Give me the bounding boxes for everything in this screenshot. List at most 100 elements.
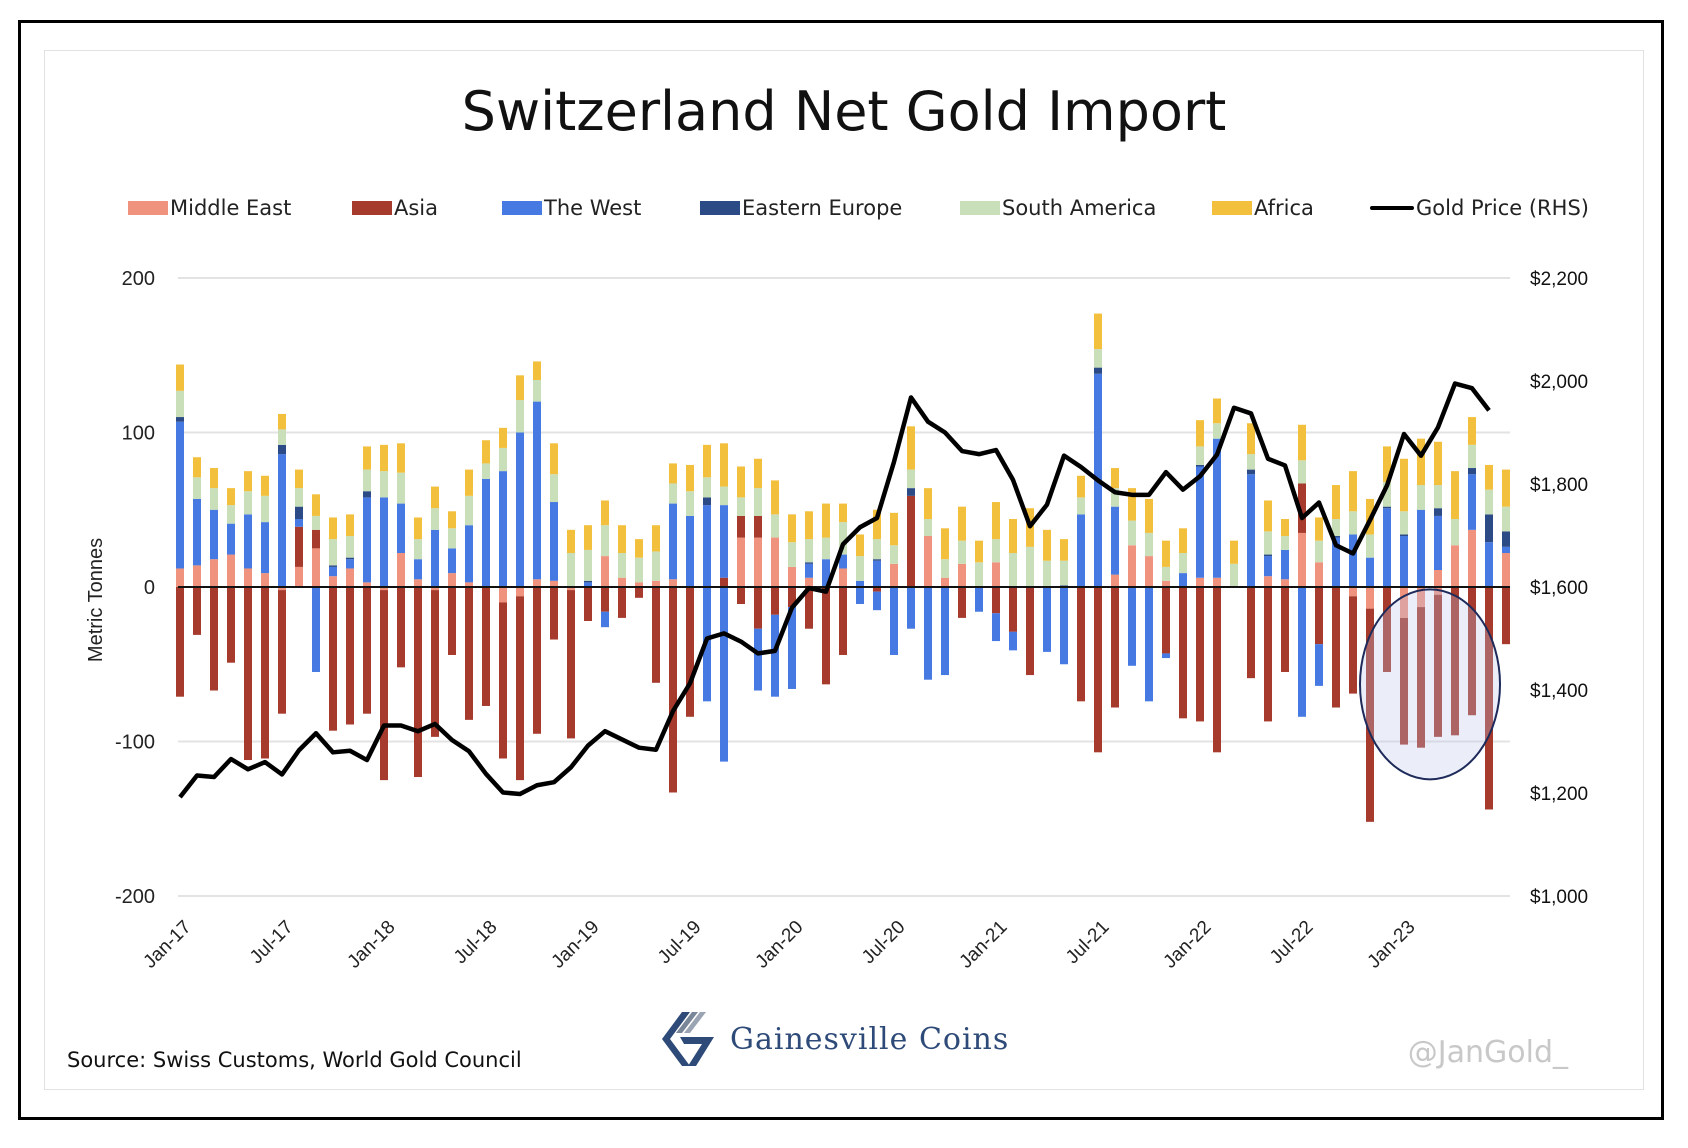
bar-africa (601, 500, 609, 526)
bar-africa (822, 503, 830, 538)
bar-the-west (261, 522, 269, 574)
y-axis-right: $2,200 $2,000 $1,800 $1,600 $1,400 $1,200 $1,0… (1530, 269, 1588, 908)
bar-asia (754, 515, 762, 538)
bar-eastern-europe (1383, 506, 1391, 509)
bar-middle-east-negative (567, 587, 575, 591)
bar-africa (465, 469, 473, 496)
legend-item-africa: Africa (1212, 196, 1314, 220)
bar-the-west (227, 523, 235, 555)
bar-asia-negative (839, 587, 847, 655)
bar-middle-east (737, 537, 745, 587)
bar-asia-negative (737, 587, 745, 604)
bar-south-america (1128, 520, 1136, 546)
bar-middle-east (244, 568, 252, 587)
bar-middle-east (176, 568, 184, 587)
bar-africa (992, 502, 1000, 540)
bar-asia-negative (346, 587, 354, 725)
bar-middle-east (754, 537, 762, 587)
y-axis-left: 200 100 0 -100 -200 (115, 268, 155, 908)
bar-africa (1451, 471, 1459, 520)
bar-south-america (312, 515, 320, 530)
bar-africa (1111, 468, 1119, 489)
bar-africa (737, 466, 745, 498)
bar-eastern-europe (805, 562, 813, 564)
y2-tick-label: $1,200 (1530, 784, 1588, 805)
bar-the-west (278, 454, 286, 587)
bar-the-west (516, 432, 524, 587)
bar-the-west (431, 529, 439, 587)
bar-south-america (414, 539, 422, 560)
bar-middle-east-negative (1417, 587, 1425, 608)
bar-the-west (1502, 546, 1510, 554)
bar-eastern-europe (1196, 464, 1204, 467)
bar-asia-negative (1417, 607, 1425, 748)
bar-africa (1417, 438, 1425, 486)
bar-south-america (363, 469, 371, 492)
x-tick-label: Jan-23 (1364, 917, 1420, 973)
bar-asia-negative (1111, 587, 1119, 708)
bar-eastern-europe (1264, 554, 1272, 557)
legend-swatch (128, 201, 168, 215)
bar-middle-east (1128, 545, 1136, 587)
bar-middle-east-negative (431, 587, 439, 591)
bar-africa (1009, 519, 1017, 554)
legend-swatch (1212, 201, 1252, 215)
bar-the-west (805, 563, 813, 578)
bar-middle-east (1315, 562, 1323, 587)
bar-africa (567, 529, 575, 554)
bar-africa (312, 494, 320, 516)
bar-south-america (397, 472, 405, 504)
bar-south-america (329, 539, 337, 566)
bar-south-america (601, 525, 609, 557)
bar-middle-east (618, 577, 626, 587)
legend-swatch (502, 201, 542, 215)
legend-swatch (700, 201, 740, 215)
bar-middle-east (669, 579, 677, 587)
legend-item-south-america: South America (960, 196, 1156, 220)
bar-eastern-europe (363, 491, 371, 498)
bar-africa (1298, 424, 1306, 461)
bar-south-america (805, 539, 813, 563)
bar-africa (1162, 540, 1170, 567)
legend-line (1370, 206, 1414, 210)
bar-asia-negative (669, 587, 677, 793)
bar-africa (499, 427, 507, 448)
bar-south-america (1485, 489, 1493, 515)
bar-middle-east (839, 568, 847, 587)
bar-asia-negative (754, 587, 762, 629)
bar-asia-negative (822, 587, 830, 685)
bar-africa (1128, 488, 1136, 521)
bar-eastern-europe (1094, 367, 1102, 374)
bar-asia-negative (1434, 594, 1442, 737)
y2-tick-label: $1,800 (1530, 475, 1588, 496)
bar-asia-negative (1264, 587, 1272, 722)
bar-south-america (1298, 460, 1306, 484)
bar-south-america (176, 390, 184, 418)
bar-the-west (465, 525, 473, 583)
bar-south-america (975, 562, 983, 587)
bar-middle-east (329, 576, 337, 587)
x-tick-label: Jan-17 (140, 917, 196, 973)
bar-africa (278, 413, 286, 430)
bar-south-america (1332, 519, 1340, 537)
bar-south-america (431, 508, 439, 530)
bar-middle-east (465, 582, 473, 587)
bar-africa (431, 486, 439, 509)
chart-card (44, 50, 1644, 1090)
bar-africa (1043, 529, 1051, 561)
bar-africa (686, 464, 694, 492)
bar-the-west (499, 471, 507, 587)
bar-eastern-europe (1502, 531, 1510, 547)
bar-south-america (227, 505, 235, 524)
gold-price-series (178, 381, 1491, 799)
bar-the-west (1077, 514, 1085, 587)
bar-asia-negative (1332, 587, 1340, 708)
bar-the-west-negative (754, 628, 762, 691)
bar-asia-negative (414, 587, 422, 778)
bar-asia-negative (1196, 587, 1204, 722)
bar-the-west (346, 559, 354, 569)
x-tick-label: Jan-19 (548, 917, 604, 973)
source-note: Source: Swiss Customs, World Gold Counci… (67, 1048, 522, 1072)
bar-eastern-europe (1434, 508, 1442, 516)
bar-middle-east (1111, 574, 1119, 587)
